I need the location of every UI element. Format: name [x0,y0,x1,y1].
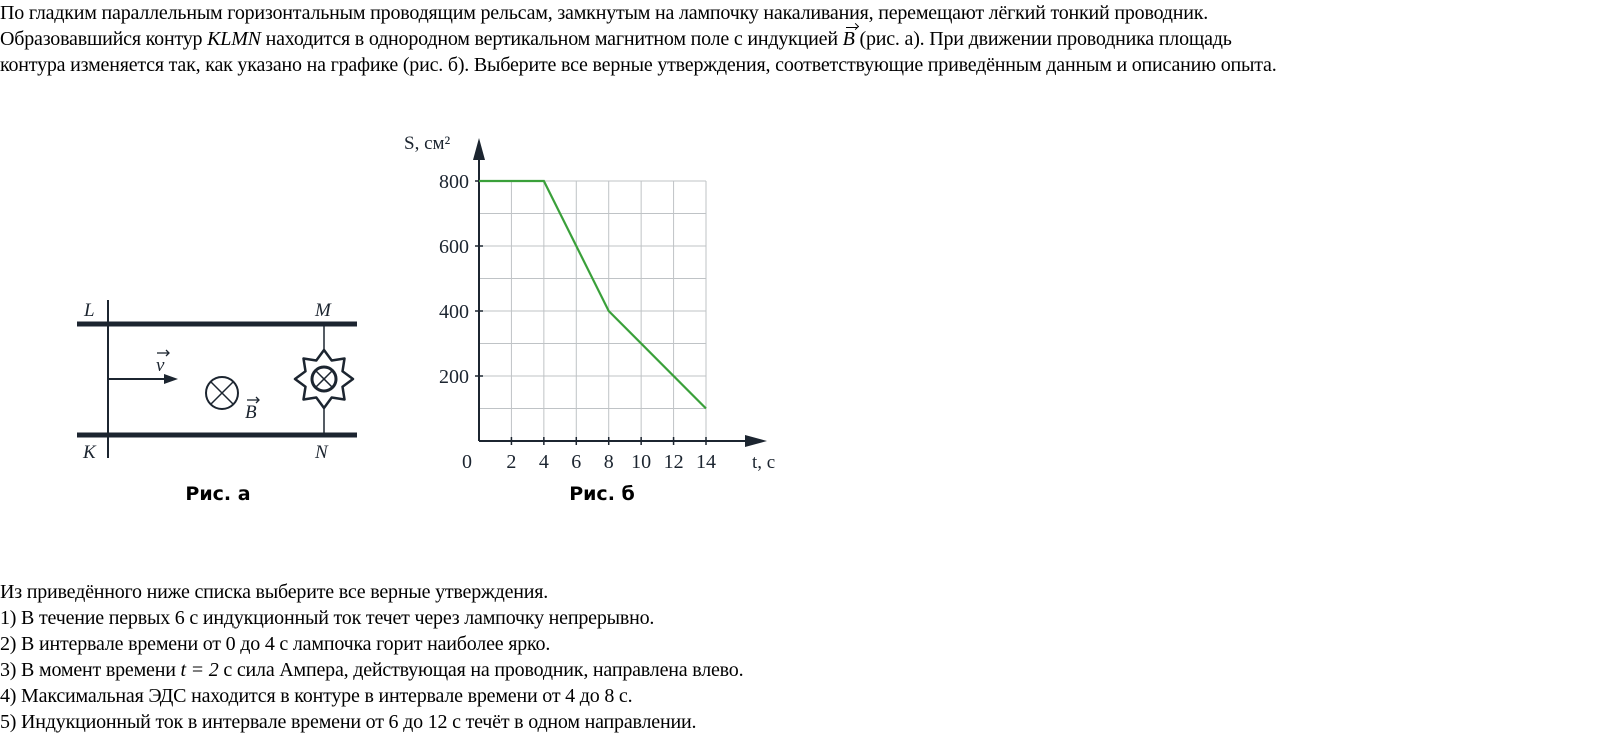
text: находится в однородном вертикальном магн… [260,28,843,50]
math: t = 2 [180,659,219,681]
list-item: 1) В течение первых 6 с индукционный ток… [0,607,655,629]
text: (рис. а). При движении проводника площад… [854,28,1232,50]
vector-arrow-v-icon [157,349,170,357]
list-item: 3) В момент времени t = 2 с сила Ампера,… [0,657,744,683]
problem-line-3: контура изменяется так, как указано на г… [0,54,1277,76]
x-tick-label: 2 [506,451,516,473]
x-tick-label: 0 [462,451,472,473]
lamp-icon [293,348,355,410]
y-tick-label: 600 [439,236,469,258]
question-list: Из приведённого ниже списка выберите все… [0,579,744,735]
contour-name: KLMN [207,28,261,50]
y-tick-label: 200 [439,366,469,388]
list-item: 2) В интервале времени от 0 до 4 с лампо… [0,633,551,655]
list-intro: Из приведённого ниже списка выберите все… [0,581,549,603]
label-v: v [156,355,165,376]
figures: L M K N v B Рис. а 0 2 4 6 8 10 12 14 200 400 600 8… [77,133,775,505]
vector-b-label: B [842,28,855,50]
velocity-arrow-icon [108,374,178,384]
field-into-page-icon [205,376,239,410]
list-item: 5) Индукционный ток в интервале времени … [0,711,697,733]
x-tick-label: 8 [604,451,614,473]
problem-text: По гладким параллельным горизонтальным п… [0,0,1601,78]
lamp-outline [293,348,355,410]
y-axis-arrow [473,138,485,160]
lamp-filament [315,370,333,388]
label-L: L [83,300,95,321]
vector-b: B [842,26,857,52]
text: Образовавшийся контур [0,28,208,50]
caption-b: Рис. б [569,483,635,505]
x-tick-label: 10 [631,451,651,473]
data-line [479,179,707,410]
x-tick-label: 6 [571,451,581,473]
problem-line-1: По гладким параллельным горизонтальным п… [0,2,1209,24]
figure-a-labels: L M K N v B [82,300,332,463]
line-chart: 0 2 4 6 8 10 12 14 200 400 600 800 S, см² t, с [404,133,775,473]
x-axis-arrow [745,435,767,447]
label-B: B [245,402,257,423]
text: 3) В момент времени [0,659,181,681]
caption-a: Рис. а [185,483,250,505]
y-tick-label: 400 [439,301,469,323]
x-tick-label: 12 [664,451,684,473]
x-tick-label: 14 [696,451,716,473]
y-tick-label: 800 [439,171,469,193]
problem-line-2: Образовавшийся контур KLMN находится в о… [0,26,1601,52]
y-axis-label: S, см² [404,133,451,154]
vector-arrow-icon [845,27,857,28]
label-K: K [82,442,97,463]
list-item: 4) Максимальная ЭДС находится в контуре … [0,685,633,707]
x-tick-label: 4 [539,451,549,473]
text: с сила Ампера, действующая на проводник,… [218,659,744,681]
label-M: M [314,300,332,321]
label-N: N [314,442,329,463]
x-axis-label: t, с [752,452,775,473]
lamp-bulb [310,365,338,393]
vector-arrow-b-icon [247,396,260,404]
figure-a [77,300,357,458]
